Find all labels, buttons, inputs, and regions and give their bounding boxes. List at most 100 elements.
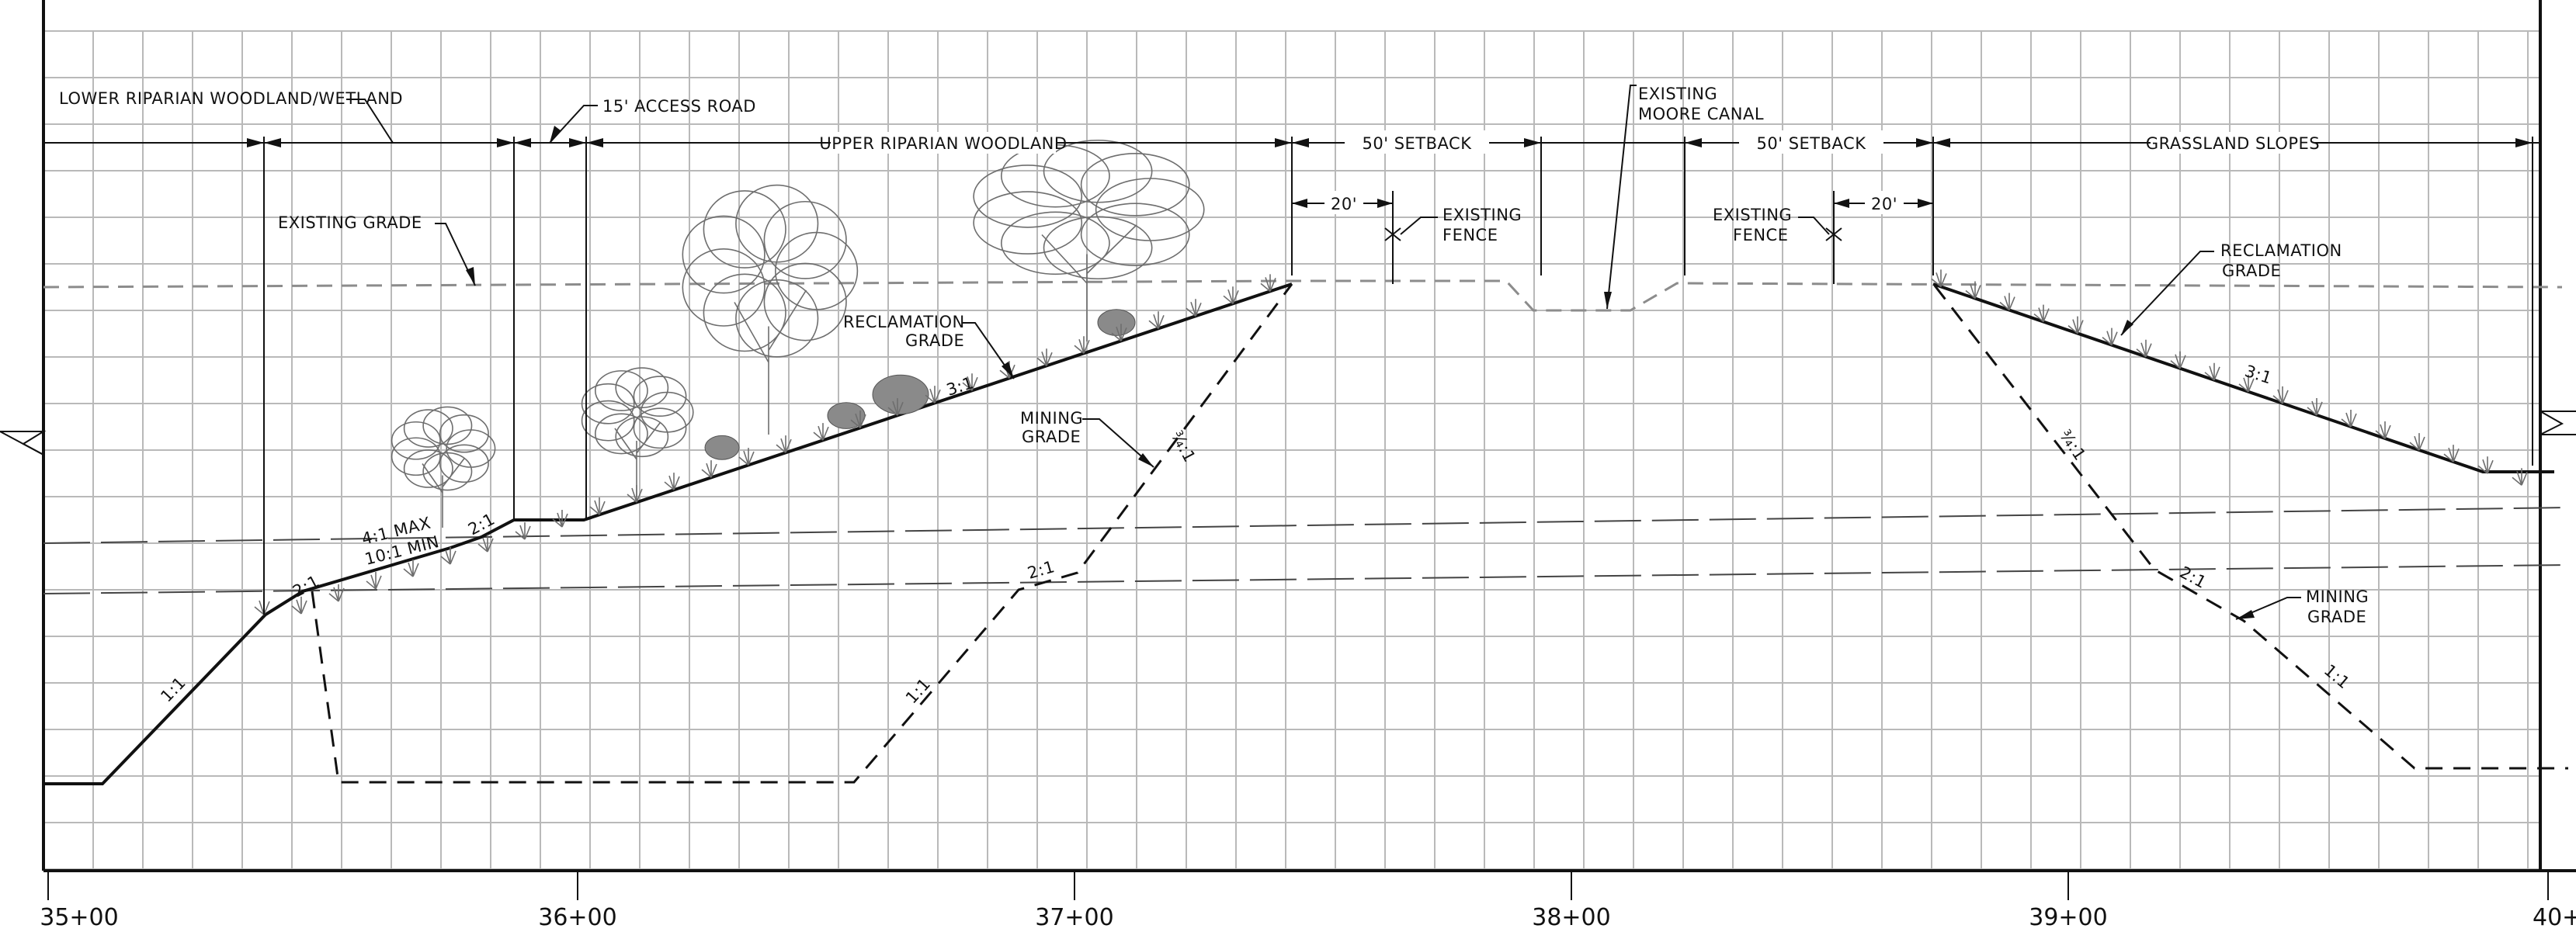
- grass-icon: [1148, 311, 1165, 329]
- grass-icon: [2033, 304, 2050, 323]
- fence-right-label-line1: EXISTING: [1713, 206, 1792, 224]
- station-label-37: 37+00: [1035, 904, 1113, 931]
- grass-icon: [1999, 293, 2015, 311]
- shrub-icon: [872, 374, 929, 415]
- grass-icon: [2512, 468, 2528, 486]
- station-label-39: 39+00: [2029, 904, 2107, 931]
- station-axis: 35+00 36+00 37+00 38+00 39+00 40+: [40, 871, 2576, 931]
- grass-icon: [515, 522, 531, 540]
- grass-icon: [627, 485, 643, 503]
- dim-20-left-label: 20': [1331, 195, 1357, 213]
- slope-mining-1-1: 1:1: [902, 674, 934, 707]
- grass-icon: [366, 571, 382, 590]
- fence-left-callout: 20' EXISTING FENCE: [1292, 191, 1522, 284]
- grass-icon: [1036, 348, 1053, 366]
- grass-icon: [1260, 274, 1276, 292]
- grass-icon: [2272, 386, 2289, 404]
- canal-callout: EXISTING MOORE CANAL: [1604, 85, 1764, 310]
- top-left-callouts: LOWER RIPARIAN WOODLAND/WETLAND 15' ACCE…: [59, 89, 756, 144]
- drawing-border: [0, 0, 2576, 872]
- grass-icon: [2170, 351, 2186, 369]
- grass-icon: [1931, 269, 1947, 288]
- dim-20-right-label: 20': [1871, 195, 1897, 213]
- grass-icon: [328, 584, 345, 602]
- reclamation-grade-left-label-line2: GRADE: [905, 331, 964, 350]
- zone-access-road-label: 15' ACCESS ROAD: [602, 97, 756, 116]
- reclamation-grade-right-label-line1: RECLAMATION: [2220, 241, 2342, 260]
- grass-icon: [2307, 397, 2323, 416]
- grass-icon: [1111, 324, 1127, 341]
- grass-icon: [477, 534, 494, 553]
- slope-right-3-1: 3:1: [2242, 362, 2274, 388]
- tree-icon: [581, 367, 694, 497]
- fence-right-callout: EXISTING FENCE 20': [1713, 191, 1933, 284]
- zone-upper-riparian-label: UPPER RIPARIAN WOODLAND: [819, 134, 1067, 153]
- grass-icon: [701, 460, 717, 478]
- canal-label-line2: MOORE CANAL: [1638, 105, 1764, 123]
- station-label-40: 40+: [2533, 904, 2576, 931]
- reclamation-grade-left-callout: RECLAMATION GRADE: [843, 313, 1015, 379]
- slope-right-1-1: 1:1: [2321, 660, 2353, 692]
- slope-left-3-1: 3:1: [944, 373, 976, 400]
- mining-grade-left-callout: MINING GRADE: [1020, 409, 1154, 468]
- fence-left-label-line2: FENCE: [1442, 226, 1498, 244]
- drawing-grid: [43, 30, 2540, 871]
- reclamation-grade-line: [43, 282, 1293, 785]
- reclamation-grade-right-label-line2: GRADE: [2222, 262, 2281, 280]
- mining-grade-right-line: [1933, 285, 2568, 770]
- grass-icon: [2067, 316, 2084, 334]
- grass-icon: [291, 596, 307, 615]
- slope-left-1-1: 1:1: [157, 673, 189, 705]
- grass-icon: [552, 510, 568, 528]
- mining-grade-left-label-line2: GRADE: [1022, 428, 1081, 446]
- zone-setback-left-label: 50' SETBACK: [1363, 134, 1473, 153]
- reclamation-grade-left-label-line1: RECLAMATION: [843, 313, 965, 331]
- zone-lower-riparian-label: LOWER RIPARIAN WOODLAND/WETLAND: [59, 89, 403, 108]
- zone-setback-right-label: 50' SETBACK: [1757, 134, 1867, 153]
- reclamation-grade-right-callout: RECLAMATION GRADE: [2120, 241, 2342, 336]
- grass-icon: [589, 497, 606, 515]
- tree-icon: [973, 139, 1205, 341]
- fence-right-label-line2: FENCE: [1733, 226, 1789, 244]
- grass-icon: [925, 386, 941, 404]
- grass-icon: [962, 373, 978, 391]
- tree-icon: [682, 184, 859, 435]
- grass-icon: [2136, 339, 2152, 358]
- grass-icon: [738, 448, 755, 466]
- grass-icon: [403, 559, 419, 577]
- grass-icon: [776, 435, 792, 453]
- grass-icon: [2443, 445, 2460, 463]
- grass-icon: [2477, 456, 2494, 474]
- grass-icon: [2375, 421, 2391, 439]
- reclamation-grade-right-line: [1932, 282, 2554, 473]
- grass-icon: [2204, 362, 2220, 381]
- grass-icon: [1074, 336, 1090, 354]
- slope-mining-2-1: 2:1: [1026, 557, 1057, 583]
- grass-icon: [850, 411, 866, 428]
- station-label-35: 35+00: [40, 904, 118, 931]
- grass-icon: [2409, 433, 2425, 451]
- canal-label-line1: EXISTING: [1638, 85, 1717, 103]
- zone-dimension-line: UPPER RIPARIAN WOODLAND 50' SETBACK 50' …: [43, 130, 2540, 615]
- mining-grade-right-callout: MINING GRADE: [2235, 587, 2369, 626]
- station-label-36: 36+00: [538, 904, 616, 931]
- phase-lines: [43, 507, 2569, 594]
- zone-grassland-label: GRASSLAND SLOPES: [2146, 134, 2320, 153]
- grass-icon: [2102, 327, 2118, 346]
- grass-icon: [664, 473, 680, 490]
- slope-right-2-1: 2:1: [2177, 563, 2210, 592]
- grass-icon: [440, 546, 457, 565]
- grass-icon: [1186, 299, 1202, 317]
- grass-icon: [1223, 286, 1239, 304]
- station-label-38: 38+00: [1532, 904, 1610, 931]
- grass-icon: [813, 423, 829, 441]
- shrub-icon: [704, 435, 740, 460]
- mining-grade-right-label-line2: GRADE: [2307, 608, 2366, 626]
- grass-icon: [1965, 281, 1981, 300]
- grass-icon: [2238, 374, 2255, 393]
- existing-grade-label: EXISTING GRADE: [278, 213, 422, 232]
- mining-grade-left-label-line1: MINING: [1020, 409, 1083, 428]
- existing-grade-line: [43, 279, 2563, 312]
- fence-left-label-line1: EXISTING: [1442, 206, 1522, 224]
